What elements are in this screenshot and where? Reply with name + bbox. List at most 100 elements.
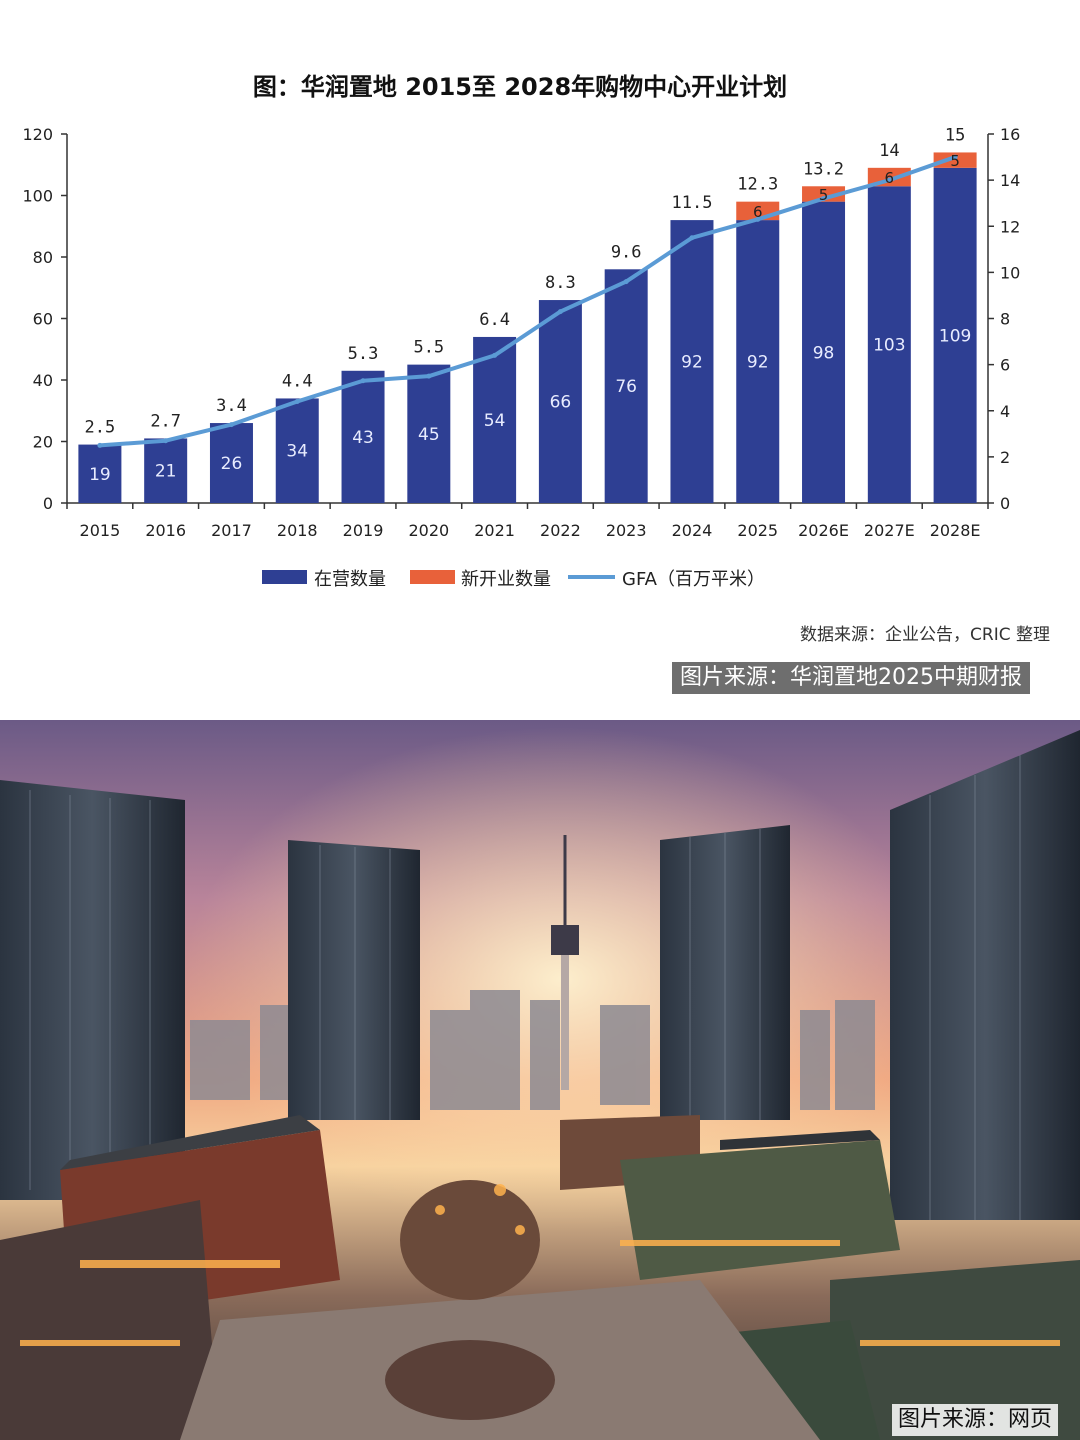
bar-operating bbox=[275, 398, 319, 503]
distant-buildings bbox=[190, 990, 875, 1110]
y-right-tick-label: 14 bbox=[1000, 171, 1020, 190]
gfa-value-label: 9.6 bbox=[611, 242, 642, 262]
legend-swatch-new bbox=[410, 570, 455, 584]
gfa-point bbox=[886, 177, 892, 183]
chart-svg: 图：华润置地 2015至 2028年购物中心开业计划 0204060801001… bbox=[22, 73, 1050, 645]
y-right-tick-label: 12 bbox=[1000, 217, 1020, 236]
bar-operating-label: 92 bbox=[681, 353, 703, 373]
bar-operating bbox=[604, 269, 648, 503]
gfa-value-label: 5.3 bbox=[348, 344, 379, 364]
legend-swatch-operating bbox=[262, 570, 307, 584]
x-tick-label: 2020 bbox=[408, 521, 449, 540]
gfa-point bbox=[821, 196, 827, 202]
y-right-tick-label: 16 bbox=[1000, 125, 1020, 144]
gfa-value-label: 15 bbox=[945, 125, 965, 145]
source-note: 数据来源：企业公告，CRIC 整理 bbox=[800, 625, 1050, 645]
legend-label-gfa: GFA（百万平米） bbox=[622, 569, 765, 590]
gfa-value-label: 14 bbox=[879, 141, 899, 161]
gfa-value-label: 4.4 bbox=[282, 371, 313, 391]
x-tick-label: 2021 bbox=[474, 521, 515, 540]
gfa-line bbox=[97, 154, 958, 448]
x-tick-label: 2018 bbox=[277, 521, 318, 540]
gfa-value-label: 2.5 bbox=[85, 418, 116, 438]
y-right-tick-label: 10 bbox=[1000, 263, 1020, 282]
bar-operating-label: 98 bbox=[813, 343, 835, 363]
gfa-point bbox=[228, 422, 234, 428]
gfa-value-label: 11.5 bbox=[671, 193, 712, 213]
x-tick-label: 2017 bbox=[211, 521, 252, 540]
y-right-tick-label: 4 bbox=[1000, 402, 1010, 421]
y-left-tick-label: 120 bbox=[22, 125, 53, 144]
bar-operating-label: 26 bbox=[221, 454, 243, 474]
gfa-point bbox=[952, 154, 958, 160]
x-tick-label: 2027E bbox=[864, 521, 915, 540]
x-tick-label: 2026E bbox=[798, 521, 849, 540]
bar-operating bbox=[538, 300, 582, 503]
bar-operating bbox=[670, 220, 714, 503]
bar-operating bbox=[209, 423, 253, 503]
gfa-line-path bbox=[97, 155, 958, 448]
y-left-tick-label: 0 bbox=[43, 494, 53, 513]
gfa-point bbox=[360, 378, 366, 384]
bar-operating-label: 21 bbox=[155, 462, 177, 482]
y-right-tick-label: 6 bbox=[1000, 356, 1010, 375]
bar-operating-label: 103 bbox=[873, 336, 905, 356]
y-left-tick-label: 100 bbox=[22, 187, 53, 206]
warm-lights bbox=[20, 1184, 1060, 1346]
bar-operating-label: 66 bbox=[550, 393, 572, 413]
legend-label-operating: 在营数量 bbox=[314, 569, 386, 590]
x-tick-label: 2024 bbox=[672, 521, 713, 540]
gfa-point bbox=[163, 438, 169, 444]
bars bbox=[78, 152, 977, 503]
gfa-point bbox=[689, 235, 695, 241]
bar-operating-label: 34 bbox=[286, 442, 308, 462]
gfa-point bbox=[623, 279, 629, 285]
bar-new-opening-label: 5 bbox=[819, 186, 829, 204]
bar-new-opening bbox=[933, 152, 977, 168]
plaza bbox=[180, 1180, 820, 1440]
bar-operating bbox=[933, 167, 977, 503]
bar-operating bbox=[473, 336, 517, 503]
gfa-point bbox=[755, 216, 761, 222]
bar-operating-label: 54 bbox=[484, 411, 506, 431]
x-tick-label: 2019 bbox=[343, 521, 384, 540]
gfa-value-label: 2.7 bbox=[150, 411, 181, 431]
gfa-value-label: 5.5 bbox=[413, 338, 444, 358]
gfa-point bbox=[294, 399, 300, 405]
image-credit-bottom: 图片来源：网页 bbox=[891, 1404, 1058, 1436]
bar-new-opening bbox=[802, 186, 846, 202]
bar-operating-label: 45 bbox=[418, 425, 440, 445]
x-tick-label: 2028E bbox=[930, 521, 981, 540]
bar-operating bbox=[802, 201, 846, 503]
bar-operating-label: 109 bbox=[939, 326, 971, 346]
y-left-tick-label: 80 bbox=[33, 248, 53, 267]
gfa-value-label: 6.4 bbox=[479, 310, 510, 330]
bar-operating bbox=[407, 364, 451, 503]
bar-operating-label: 92 bbox=[747, 353, 769, 373]
y-left-tick-label: 60 bbox=[33, 310, 53, 329]
y-right-tick-label: 8 bbox=[1000, 310, 1010, 329]
bar-new-opening-label: 6 bbox=[885, 169, 895, 187]
photo-illustration bbox=[0, 720, 1080, 1440]
gfa-value-label: 13.2 bbox=[803, 159, 844, 179]
x-tick-label: 2025 bbox=[737, 521, 778, 540]
chart-panel: 图：华润置地 2015至 2028年购物中心开业计划 0 20 40 60 80 100 1… bbox=[0, 0, 1080, 712]
gfa-point bbox=[557, 309, 563, 315]
gfa-value-label: 8.3 bbox=[545, 273, 576, 293]
chart-title: 图：华润置地 2015至 2028年购物中心开业计划 bbox=[253, 73, 787, 101]
y-right-tick-label: 2 bbox=[1000, 448, 1010, 467]
bar-operating bbox=[144, 438, 188, 503]
x-tick-label: 2016 bbox=[145, 521, 186, 540]
bar-new-opening-label: 6 bbox=[753, 203, 763, 221]
tv-tower bbox=[551, 835, 579, 1090]
image-credit-top: 图片来源：华润置地2025中期财报 bbox=[672, 662, 1030, 694]
bar-operating bbox=[78, 444, 122, 503]
data-labels: 19 21 26 34 43 45 54 66 76 92 92 98 103 109 6 5 6 5 2.5 2.7… bbox=[85, 125, 972, 484]
gfa-point bbox=[97, 442, 103, 448]
y-left-tick-label: 40 bbox=[33, 371, 53, 390]
tower-window-lines bbox=[29, 755, 1021, 1220]
x-tick-label: 2023 bbox=[606, 521, 647, 540]
gfa-value-label: 12.3 bbox=[737, 175, 778, 195]
gfa-point bbox=[492, 352, 498, 358]
legend: 在营数量 新开业数量 GFA（百万平米） bbox=[262, 569, 765, 590]
